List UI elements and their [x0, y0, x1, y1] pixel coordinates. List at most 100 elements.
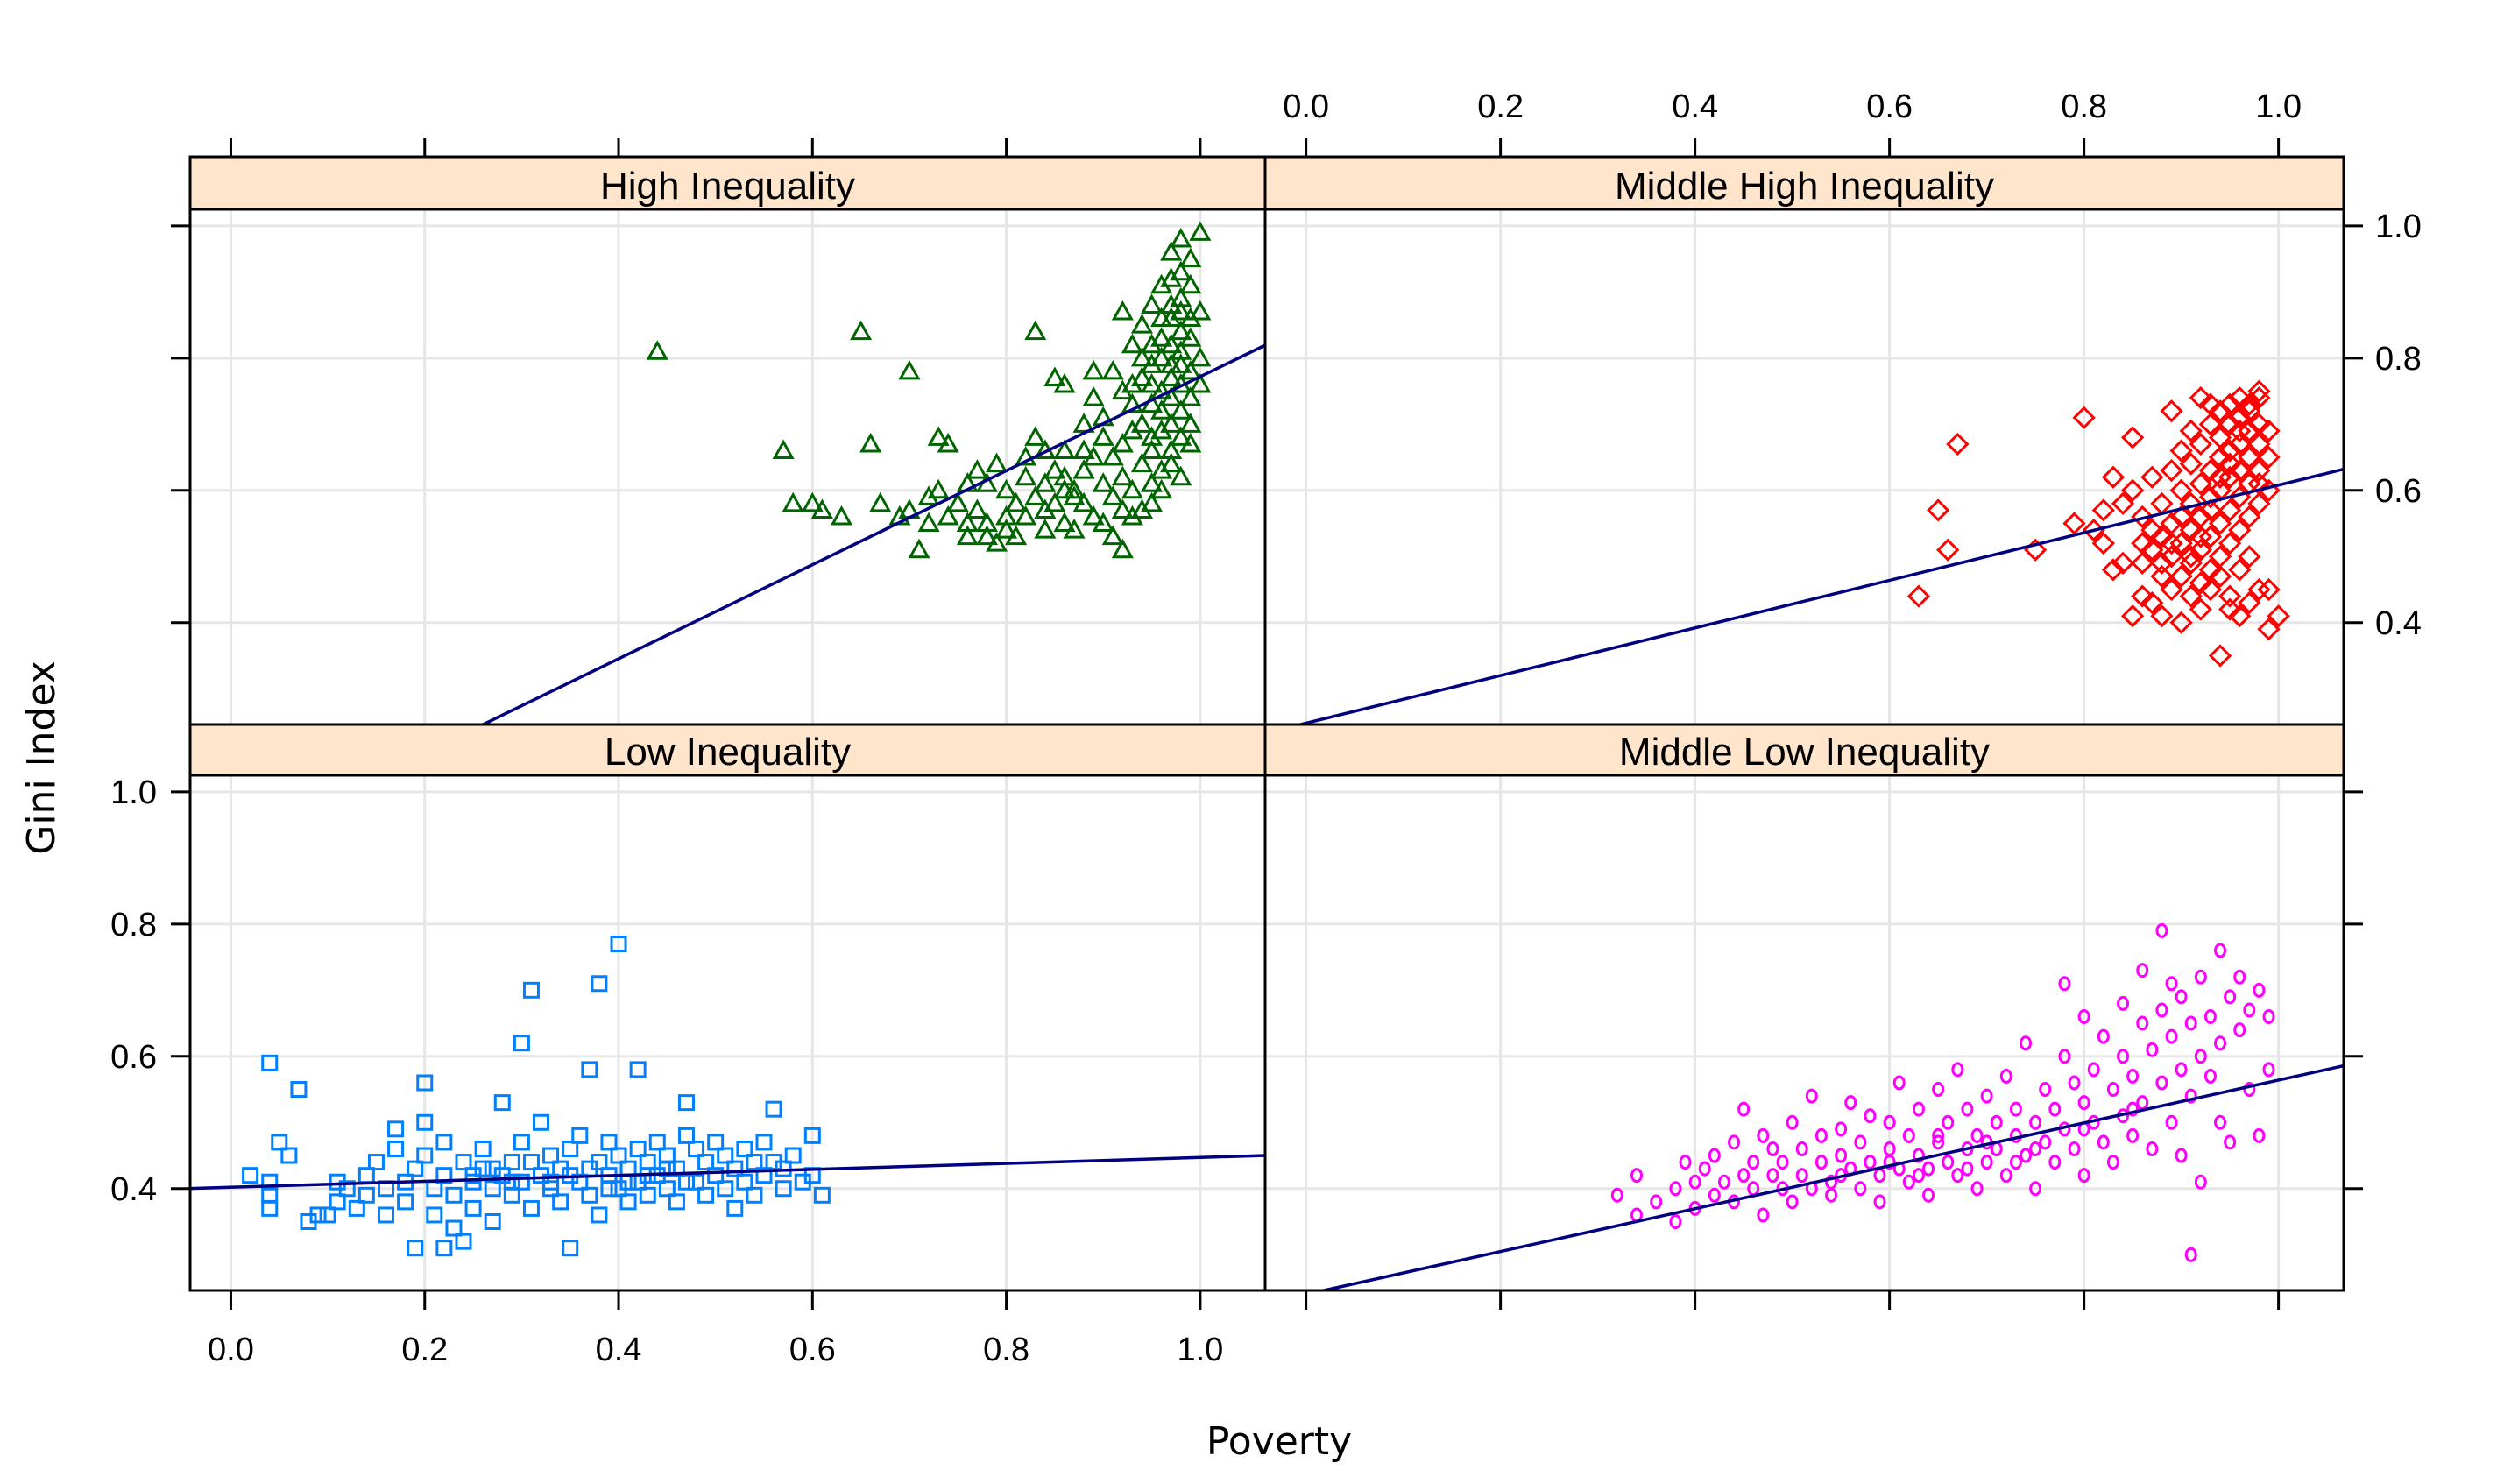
data-point-circle	[2117, 995, 2130, 1011]
data-point-diamond	[2257, 445, 2281, 470]
data-point-square	[688, 1173, 705, 1191]
x-tick-label: 0.8	[2061, 88, 2107, 125]
data-point-square	[697, 1186, 715, 1204]
data-point-diamond	[2198, 459, 2223, 483]
data-point-diamond	[2218, 498, 2242, 522]
data-point-triangle	[956, 525, 979, 546]
data-point-square	[522, 981, 540, 999]
data-point-circle	[2175, 989, 2188, 1005]
data-point-diamond	[2208, 399, 2232, 423]
data-point-triangle	[1034, 518, 1057, 539]
y-tick-label: 1.0	[2375, 208, 2422, 245]
data-point-triangle	[1179, 359, 1202, 380]
data-point-triangle	[995, 518, 1018, 539]
data-point-square	[309, 1206, 327, 1224]
y-tick-label: 0.6	[2375, 473, 2422, 510]
data-point-square	[562, 1240, 579, 1257]
data-point-diamond	[2150, 525, 2174, 548]
data-point-circle	[2165, 1114, 2178, 1130]
data-point-circle	[1679, 1155, 1692, 1170]
data-point-triangle	[966, 498, 988, 519]
data-point-circle	[1932, 1127, 1945, 1143]
data-point-circle	[2077, 1095, 2090, 1111]
data-point-square	[493, 1094, 511, 1112]
panel-middle-high-inequality-points	[1294, 379, 2344, 724]
data-point-triangle	[995, 478, 1018, 499]
data-point-triangle	[1121, 333, 1143, 354]
data-point-diamond	[1946, 432, 1970, 456]
data-point-triangle	[917, 512, 940, 533]
data-point-circle	[1854, 1181, 1867, 1197]
data-point-diamond	[2198, 525, 2223, 548]
data-point-circle	[1980, 1155, 1993, 1170]
data-point-triangle	[966, 459, 988, 479]
data-point-diamond	[1927, 498, 1950, 522]
data-point-circle	[1669, 1213, 1682, 1229]
data-point-triangle	[1160, 386, 1183, 406]
data-point-circle	[2262, 1009, 2275, 1025]
data-point-diamond	[2208, 644, 2232, 668]
data-point-circle	[2087, 1062, 2100, 1078]
data-point-square	[261, 1199, 279, 1217]
data-point-circle	[2146, 1141, 2159, 1156]
data-point-circle	[1970, 1181, 1984, 1197]
data-point-circle	[2126, 1101, 2140, 1117]
data-point-circle	[2029, 1141, 2042, 1156]
data-point-triangle	[1130, 314, 1154, 334]
data-point-square	[746, 1186, 763, 1204]
panel-high-inequality-points	[479, 221, 1265, 724]
data-point-triangle	[1141, 491, 1164, 512]
data-point-triangle	[1043, 366, 1066, 386]
data-point-triangle	[782, 491, 804, 512]
data-point-diamond	[2169, 505, 2193, 529]
data-point-circle	[2194, 1174, 2207, 1190]
data-point-square	[668, 1160, 685, 1177]
data-point-diamond	[2238, 445, 2261, 470]
data-point-circle	[2253, 1127, 2266, 1143]
data-point-diamond	[2228, 406, 2252, 429]
data-point-diamond	[2228, 459, 2252, 483]
data-point-square	[542, 1173, 560, 1191]
data-point-square	[533, 1113, 550, 1131]
data-point-triangle	[1179, 413, 1202, 433]
regression-line-middle-low-inequality	[1317, 1064, 2344, 1290]
data-point-diamond	[2189, 525, 2212, 548]
data-point-square	[435, 1240, 453, 1257]
data-point-triangle	[937, 432, 959, 453]
data-point-diamond	[1906, 584, 1931, 608]
data-point-square	[271, 1134, 288, 1151]
regression-line-high-inequality	[479, 343, 1265, 724]
data-point-triangle	[1072, 413, 1095, 433]
data-point-square	[435, 1134, 453, 1151]
data-point-diamond	[2189, 386, 2212, 410]
data-point-circle	[2155, 1002, 2168, 1018]
data-point-diamond	[2247, 432, 2271, 456]
data-point-square	[522, 1199, 540, 1217]
data-point-diamond	[2131, 551, 2154, 575]
data-point-diamond	[2238, 392, 2261, 416]
data-point-circle	[2136, 963, 2149, 979]
data-point-circle	[2020, 1035, 2033, 1051]
data-point-square	[387, 1120, 405, 1138]
regression-line-low-inequality	[190, 1154, 1265, 1191]
data-point-circle	[1873, 1194, 1886, 1210]
data-point-triangle	[646, 340, 668, 360]
data-point-triangle	[1034, 472, 1057, 492]
data-point-square	[416, 1147, 434, 1164]
data-point-triangle	[985, 452, 1008, 473]
data-point-triangle	[1101, 485, 1124, 505]
data-point-circle	[2068, 1075, 2081, 1091]
panel-frame-middle-high-inequality	[1263, 208, 2345, 726]
data-point-circle	[2165, 976, 2178, 992]
data-point-diamond	[2247, 491, 2271, 516]
data-point-square	[562, 1140, 579, 1157]
data-point-square	[677, 1094, 695, 1112]
panel-middle-low-inequality-points	[1317, 922, 2344, 1290]
y-tick-label: 0.8	[110, 907, 157, 943]
data-point-triangle	[1111, 300, 1134, 321]
data-point-diamond	[2169, 564, 2193, 589]
data-point-circle	[2262, 1062, 2275, 1078]
data-point-diamond	[2218, 597, 2242, 621]
data-point-diamond	[2247, 413, 2271, 436]
